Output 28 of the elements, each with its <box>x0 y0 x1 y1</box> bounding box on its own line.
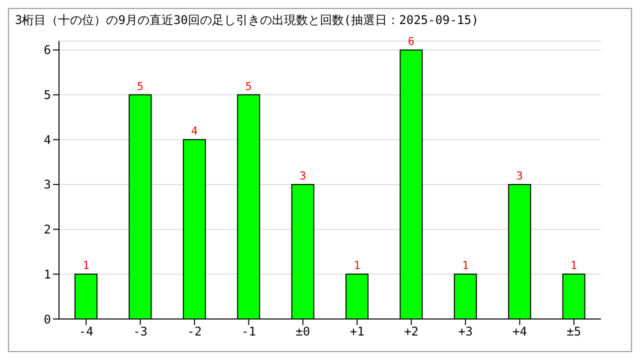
y-tick-label: 4 <box>44 132 51 147</box>
data-label: 6 <box>408 34 415 48</box>
x-tick-label: +3 <box>458 324 473 339</box>
x-tick-label: -4 <box>78 324 94 339</box>
y-tick-label: 5 <box>44 88 51 102</box>
data-label: 5 <box>245 80 252 93</box>
y-tick-label: 6 <box>44 43 51 58</box>
data-label: 5 <box>136 80 144 93</box>
y-tick-label: 2 <box>44 222 51 237</box>
data-label: 1 <box>570 259 578 272</box>
data-label: 1 <box>462 259 469 272</box>
data-label: 4 <box>191 124 198 138</box>
x-tick-label: +4 <box>512 324 527 339</box>
x-tick-label: -3 <box>133 324 148 339</box>
x-tick-label: ±0 <box>296 324 310 339</box>
data-label: 3 <box>516 169 523 182</box>
data-label: 1 <box>82 259 90 272</box>
chart-title: 3桁目（十の位）の9月の直近30回の足し引きの出現数と回数(抽選日：2025-09-15) <box>15 12 479 29</box>
data-label: 1 <box>354 259 360 272</box>
x-tick-label: -1 <box>241 324 256 339</box>
data-label: 3 <box>299 169 306 182</box>
y-tick-label: 0 <box>44 312 51 326</box>
x-tick-label: +1 <box>350 324 364 339</box>
x-tick-label: -2 <box>187 324 202 339</box>
y-tick-label: 3 <box>44 178 51 192</box>
y-tick-label: 1 <box>44 267 51 282</box>
x-tick-label: ±5 <box>566 324 582 339</box>
x-tick-label: +2 <box>404 324 419 339</box>
